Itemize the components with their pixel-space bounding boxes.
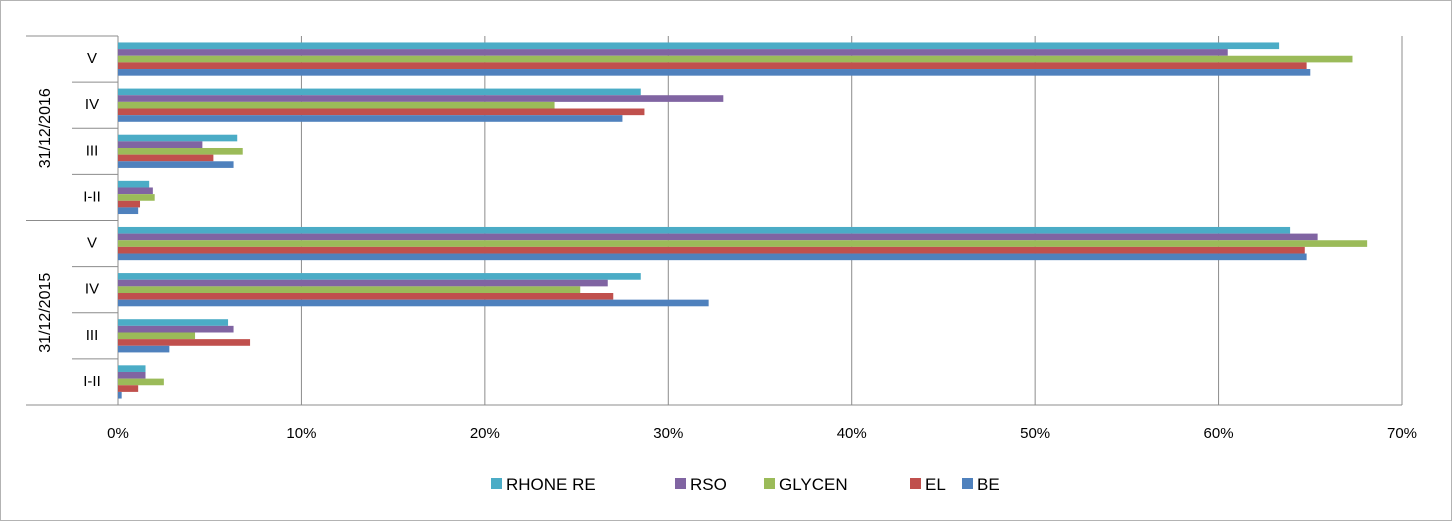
x-tick-label: 10% [286, 425, 316, 442]
bar [118, 345, 170, 353]
legend-label: BE [977, 475, 1000, 494]
category-label: IV [85, 96, 99, 113]
bar [118, 240, 1368, 247]
bars [118, 42, 1368, 399]
legend-label: GLYCEN [779, 475, 848, 494]
bar [118, 385, 139, 392]
x-tick-label: 20% [470, 425, 500, 442]
category-label: V [87, 50, 97, 67]
bar [118, 200, 141, 208]
bar [118, 371, 146, 379]
bar [118, 246, 1305, 254]
category-label: I-II [83, 373, 101, 390]
bar [118, 332, 196, 340]
x-tick-label: 50% [1020, 425, 1050, 442]
legend: RHONE RE RSO GLYCEN EL BE [491, 475, 1000, 494]
bar [118, 95, 724, 102]
bar [118, 101, 555, 109]
legend-label: EL [925, 475, 946, 494]
bar [118, 108, 645, 116]
bar [118, 180, 150, 188]
legend-label: RSO [690, 475, 727, 494]
x-tick-label: 30% [653, 425, 683, 442]
legend-label: RHONE RE [506, 475, 596, 494]
category-label: III [86, 327, 99, 344]
category-label: IV [85, 281, 99, 298]
bar [118, 286, 581, 294]
bar [118, 49, 1228, 56]
x-tick-label: 40% [837, 425, 867, 442]
bar [118, 115, 623, 122]
bar [118, 42, 1280, 50]
bar [118, 134, 238, 142]
bar [118, 161, 234, 168]
category-label: III [86, 142, 99, 159]
bar [118, 273, 641, 280]
legend-swatch [675, 478, 686, 489]
legend-swatch [910, 478, 921, 489]
legend-swatch [491, 478, 502, 489]
legend-swatch [764, 478, 775, 489]
bar [118, 253, 1307, 261]
bar [118, 147, 243, 155]
bar [118, 293, 614, 300]
bar [118, 325, 234, 333]
group-label: 31/12/2015 [37, 273, 54, 353]
bar [118, 319, 229, 326]
bar [118, 226, 1291, 234]
bar [118, 187, 153, 195]
bar [118, 207, 139, 215]
bar [118, 55, 1353, 63]
bar [118, 154, 214, 162]
bar [118, 194, 155, 201]
x-tick-label: 70% [1387, 425, 1417, 442]
legend-swatch [962, 478, 973, 489]
category-label: I-II [83, 188, 101, 205]
category-label: V [87, 235, 97, 252]
bar [118, 391, 122, 399]
group-label: 31/12/2016 [37, 88, 54, 168]
bar [118, 69, 1311, 76]
bar [118, 62, 1307, 70]
bar [118, 88, 641, 96]
axes [26, 35, 1402, 406]
bar [118, 365, 146, 372]
bar [118, 299, 709, 307]
x-tick-label: 0% [107, 425, 129, 442]
bar [118, 141, 203, 148]
axis-labels: 0% 10% 20% 30% 40% 50% 60% 70% 31/12/2016 V IV III I… [37, 50, 1417, 442]
bar [118, 378, 164, 386]
bar [118, 279, 608, 287]
bar [118, 233, 1318, 241]
bar [118, 339, 251, 346]
x-tick-label: 60% [1204, 425, 1234, 442]
